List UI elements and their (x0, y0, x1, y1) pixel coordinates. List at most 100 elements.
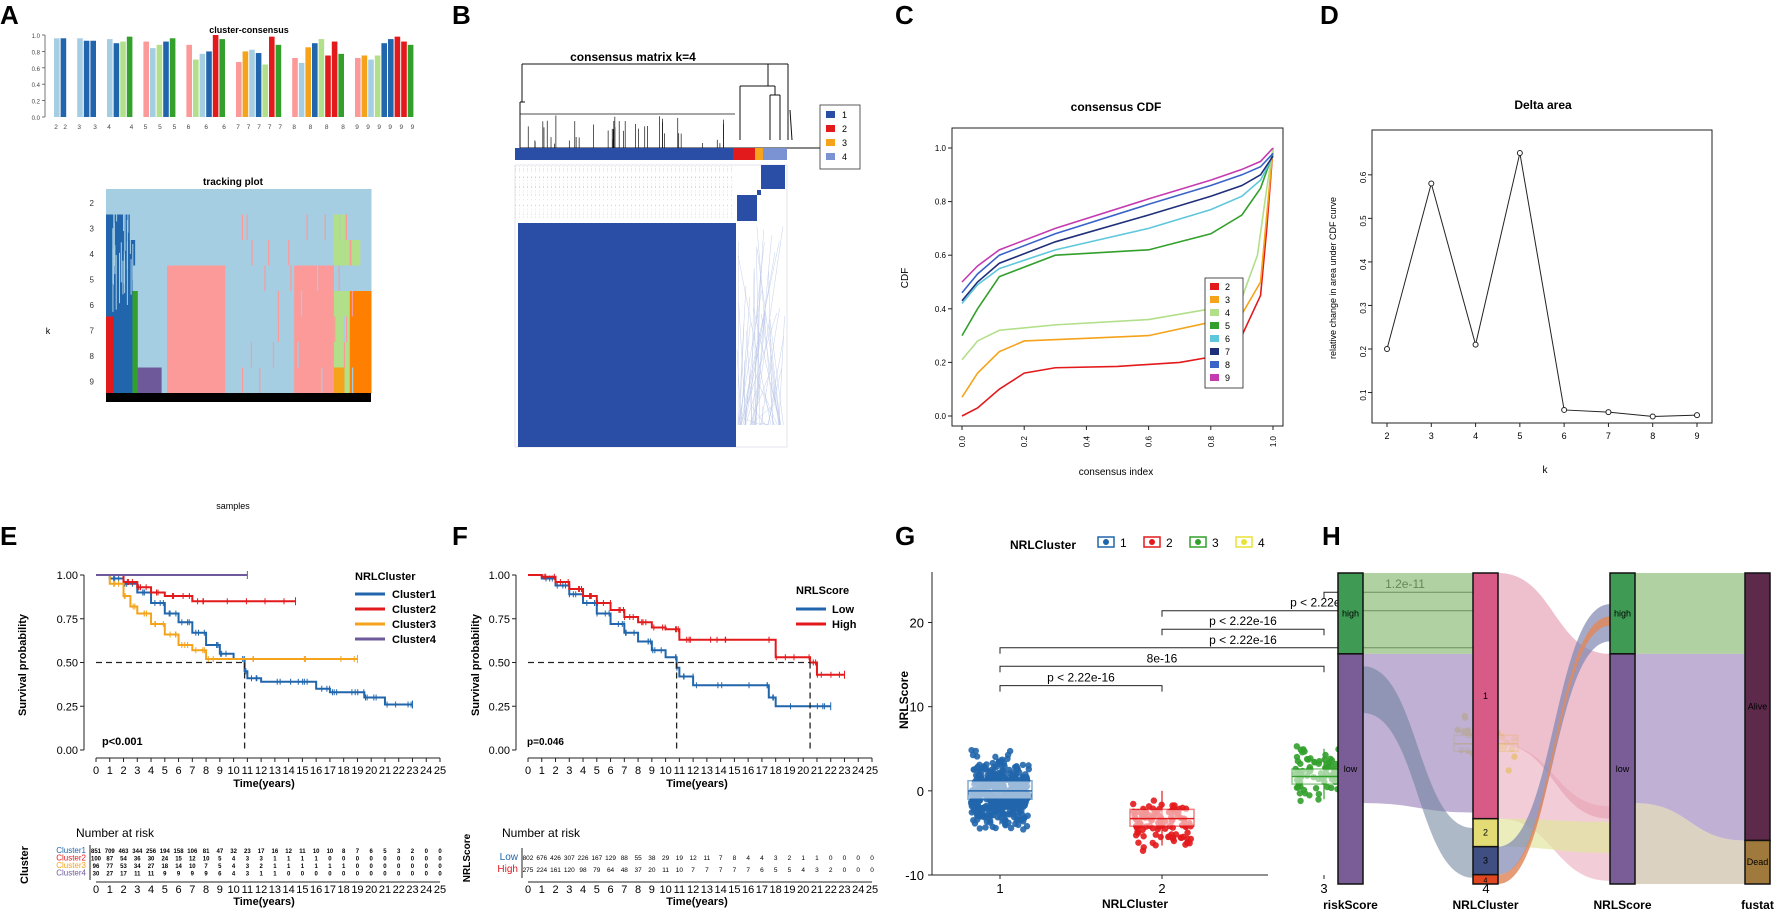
km-e-xtick-label: 14 (283, 765, 295, 777)
risk-e-xtick-label: 3 (134, 884, 140, 896)
box-point-1 (1005, 766, 1013, 774)
cdf-xtick-label: 0.2 (1020, 435, 1029, 447)
risk-e-cell: 10 (313, 849, 320, 855)
delta-xtick-label: 7 (1606, 431, 1611, 441)
risk-e-xtick-label: 21 (379, 884, 391, 896)
risk-e-xtick-label: 16 (310, 884, 322, 896)
tracking-speckle (248, 265, 250, 291)
risk-e-xtick-label: 10 (227, 884, 239, 896)
cc-xtick-label: 8 (292, 124, 296, 131)
box-point-2 (1152, 842, 1159, 849)
km-e-xtick-label: 20 (365, 765, 377, 777)
risk-f-xtick-label: 16 (742, 884, 754, 896)
tracking-cell (166, 342, 226, 368)
risk-f-cell: 55 (634, 855, 642, 862)
risk-e-xtick-label: 0 (93, 884, 99, 896)
delta-line (1386, 152, 1698, 417)
cc-bar (255, 53, 262, 117)
risk-f-cell: 1 (801, 855, 805, 862)
sankey-node-label: low (1344, 764, 1358, 774)
km-f-ytick-label: 0.50 (489, 658, 510, 670)
tracking-speckle (289, 367, 292, 393)
box-point-3 (1307, 755, 1314, 762)
delta-point (1649, 413, 1656, 420)
km-e-legend-label: Cluster1 (392, 589, 436, 601)
tracking-speckle (350, 240, 352, 266)
cc-bar (156, 44, 163, 118)
cc-xtick-label: 8 (309, 124, 313, 131)
tracking-cell (333, 291, 351, 317)
risk-f-cell: 0 (856, 855, 860, 862)
heatmap-speckle (754, 235, 772, 426)
sankey-flow (1363, 666, 1473, 878)
risk-e-cell: 0 (397, 872, 401, 878)
box-comparison-bracket (999, 685, 1163, 692)
km-f-xtick-label: 21 (811, 765, 823, 777)
km-e-ytick-label: 1.00 (57, 570, 78, 582)
tracking-speckle (120, 242, 122, 283)
risk-f-cell: 7 (733, 867, 737, 874)
risk-e-cell: 47 (216, 849, 223, 855)
tracking-cell (132, 342, 139, 368)
risk-e-cell: 1 (273, 872, 277, 878)
risk-f-cell: 0 (843, 855, 847, 862)
km-f-xtick-label: 24 (852, 765, 864, 777)
risk-f-title: Number at risk (502, 826, 581, 840)
km-f-xtick-label: 11 (674, 765, 685, 777)
tracking-cell (132, 265, 141, 292)
tracking-speckle (127, 189, 129, 233)
box-point-1 (1012, 771, 1020, 778)
tracking-speckle (343, 316, 345, 342)
tracking-cell (349, 342, 372, 368)
heatmap-speckle (738, 302, 747, 426)
cc-bar (394, 36, 401, 117)
risk-e-cell: 77 (106, 864, 113, 870)
risk-e-cell: 194 (160, 849, 171, 855)
box-point-3 (1315, 790, 1323, 798)
heatmap-speckle (740, 241, 780, 426)
risk-f-cell: 37 (634, 867, 642, 874)
km-e-ylabel: Survival probability (17, 613, 29, 716)
box-point-3 (1323, 760, 1331, 768)
km-e-ytick-label: 0.00 (57, 745, 78, 757)
box-point-1 (992, 774, 999, 781)
sankey-flow (1363, 573, 1473, 654)
tracking-speckle (244, 291, 246, 317)
risk-e-cell: 7 (204, 864, 208, 870)
cdf-ytick-label: 1.0 (935, 144, 947, 153)
tracking-speckle (325, 240, 327, 266)
tracking-speckle (126, 242, 128, 305)
risk-e-cell: 3 (259, 857, 263, 863)
risk-e-row-label: Cluster2 (56, 854, 86, 863)
risk-e-cell: 87 (106, 857, 113, 863)
tracking-speckle (257, 367, 259, 393)
tracking-cell (132, 316, 139, 343)
box-comparison-label: p < 2.22e-16 (1047, 671, 1115, 685)
tracking-cell (333, 316, 351, 343)
risk-e-cell: 96 (93, 864, 100, 870)
box-point-1 (1013, 766, 1021, 773)
panel-label-a: A (0, 0, 19, 30)
risk-e-cell: 8 (342, 849, 346, 855)
risk-e-cell: 0 (356, 864, 360, 870)
tracking-speckle (320, 342, 322, 368)
tracking-row-label: 7 (90, 326, 95, 335)
cc-bar (193, 59, 199, 117)
risk-e-cell: 0 (314, 872, 318, 878)
km-e-xtick-label: 19 (351, 765, 363, 777)
risk-e-ylabel: Cluster (19, 845, 31, 884)
box-point-1 (1020, 818, 1027, 825)
cc-xtick-label: 5 (144, 124, 148, 131)
risk-e-cell: 256 (146, 849, 157, 855)
box-point-1 (987, 770, 995, 778)
sankey-flow (1498, 573, 1610, 819)
tracking-speckle (324, 214, 326, 240)
box-point-2 (1180, 833, 1187, 840)
cc-bar (60, 38, 67, 117)
tracking-speckle (334, 316, 336, 342)
risk-f-xtick-label: 8 (635, 884, 641, 896)
km-f-ytick-label: 1.00 (489, 570, 510, 582)
box-point-1 (1015, 821, 1022, 829)
cc-bar (269, 36, 275, 117)
